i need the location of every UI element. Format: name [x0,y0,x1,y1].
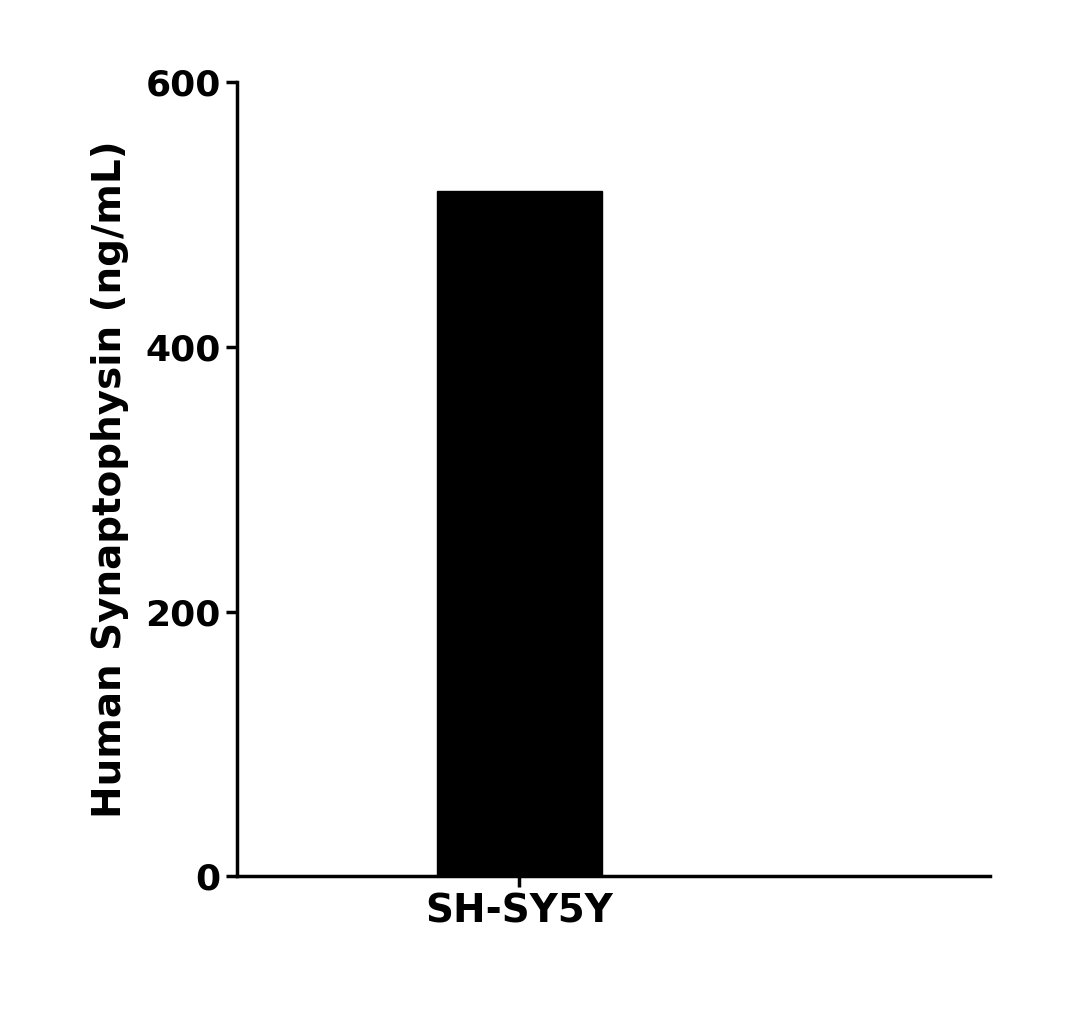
Y-axis label: Human Synaptophysin (ng/mL): Human Synaptophysin (ng/mL) [90,140,129,819]
Bar [437,191,601,876]
